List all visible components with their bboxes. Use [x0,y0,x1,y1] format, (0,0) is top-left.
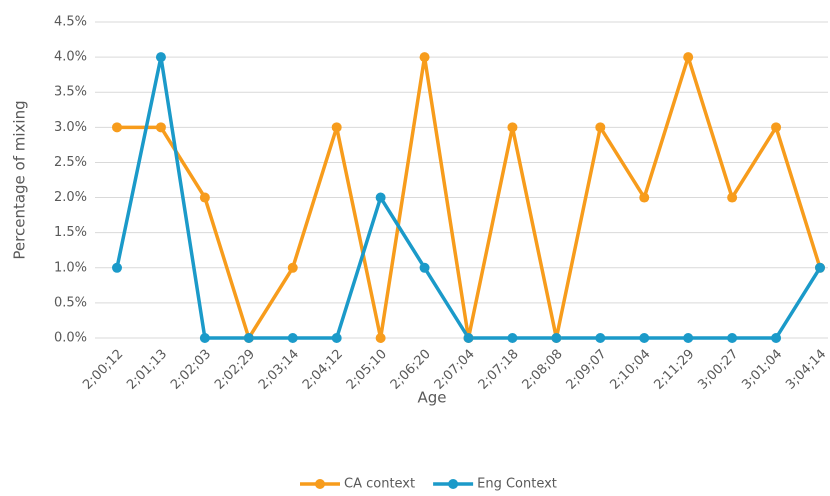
point [727,333,738,343]
y-tick-label: 4.0% [54,50,87,65]
y-tick-label: 0.0% [54,331,87,346]
y-tick-label: 2.5% [54,155,87,170]
point [595,333,606,343]
point [419,262,430,273]
point [331,333,342,343]
point [155,52,166,63]
y-axis-label: Percentage of mixing [11,100,29,259]
point [551,333,562,343]
point [375,192,386,203]
x-tick-label: 2;02;03 [168,347,214,393]
legend-label: Eng Context [477,477,557,492]
point [727,192,738,203]
legend-marker [448,479,459,489]
x-tick-label: 3;00;27 [695,347,741,393]
point [243,333,254,343]
x-tick-label: 2;08;08 [520,347,566,393]
y-tick-label: 1.0% [54,260,87,275]
x-tick-label: 2;05;10 [344,347,390,393]
y-tick-label: 4.5% [54,15,87,30]
x-tick-label: 2;00;12 [80,347,126,393]
point [771,333,782,343]
point [199,192,210,203]
x-tick-label: 2;07;04 [432,347,478,393]
x-tick-label: 2;06;20 [388,347,434,393]
point [639,333,650,343]
point [507,122,518,133]
point [771,122,782,133]
point [639,192,650,203]
point [331,122,342,133]
x-tick-label: 2;09;07 [564,347,610,393]
x-axis-label: Age [417,389,446,407]
x-tick-label: 2;02;29 [212,347,258,393]
point [287,262,298,273]
point [287,333,298,343]
point [112,122,122,133]
x-tick-label: 2;10;04 [608,347,654,393]
y-tick-label: 0.5% [54,295,87,310]
point [419,52,430,63]
x-tick-label: 2;03;14 [256,347,302,393]
x-tick-label: 2;07;18 [476,347,522,393]
point [199,333,210,343]
point [112,262,122,273]
point [683,52,694,63]
legend-marker [315,479,325,489]
x-tick-label: 2;04;12 [300,347,346,393]
x-tick-label: 2;01;13 [124,347,170,393]
y-tick-label: 3.0% [54,120,87,135]
y-tick-label: 1.5% [54,225,87,240]
point [815,262,825,273]
x-tick-label: 2;11;29 [651,347,697,393]
x-tick-label: 3;04;14 [783,347,829,393]
point [683,333,694,343]
x-tick-label: 3;01;04 [739,347,785,393]
point [155,122,166,133]
point [595,122,606,133]
point [463,333,474,343]
point [375,333,386,343]
y-tick-label: 2.0% [54,190,87,205]
legend-label: CA context [344,477,415,492]
y-tick-label: 3.5% [54,85,87,100]
point [507,333,518,343]
